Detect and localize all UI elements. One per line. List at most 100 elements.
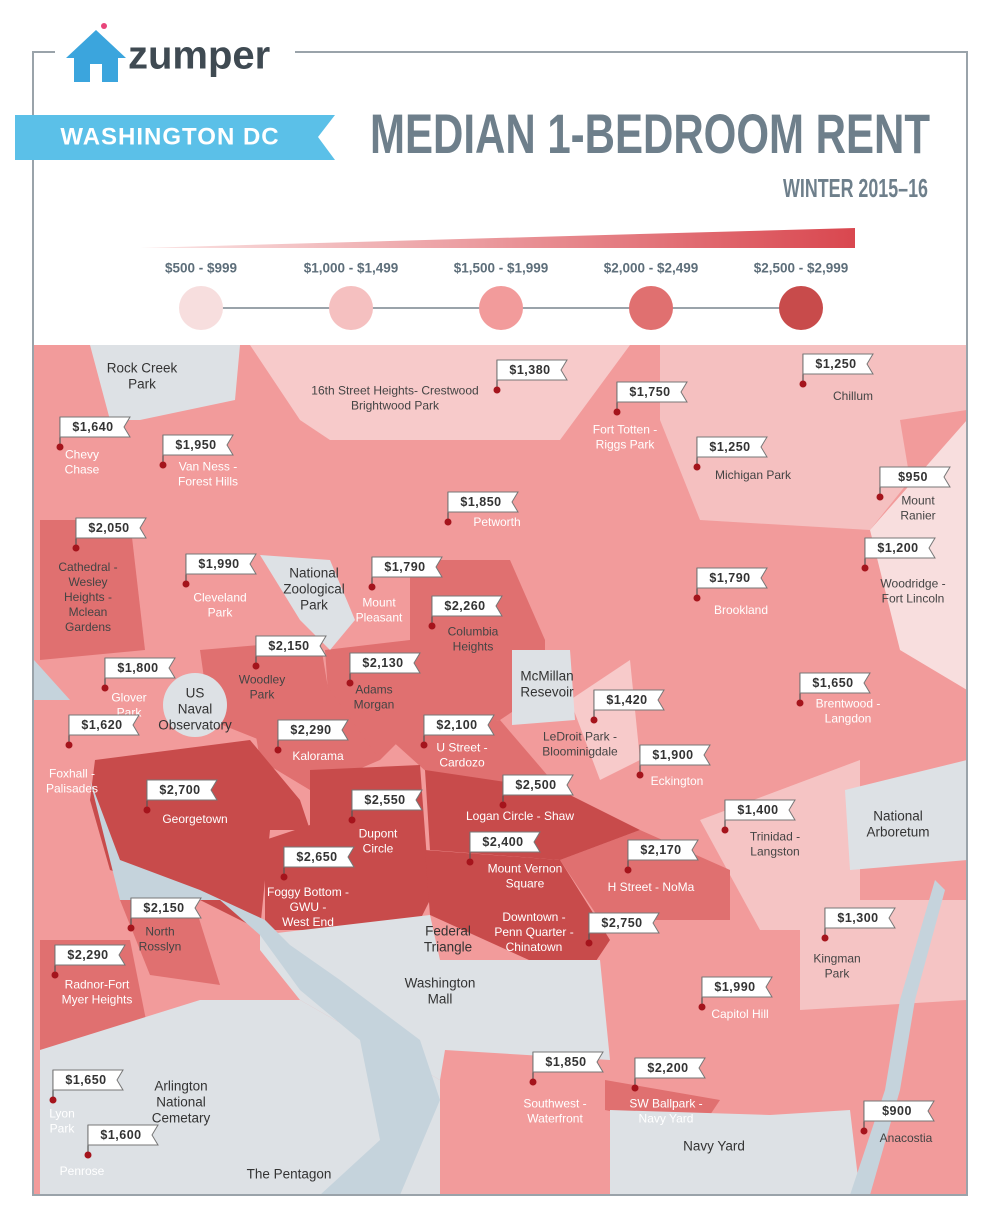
rent-label: $900 — [882, 1104, 912, 1118]
rent-label: $2,150 — [268, 639, 309, 653]
pin — [721, 826, 729, 834]
landmark-name: National — [873, 809, 923, 824]
rent-label: $1,620 — [81, 718, 122, 732]
neighborhood-name: Wesley — [68, 575, 107, 589]
flag — [423, 714, 495, 736]
neighborhood-name: Morgan — [354, 698, 395, 712]
flag — [277, 719, 349, 741]
flag — [87, 1124, 159, 1146]
flag — [162, 434, 234, 456]
landmark-name: Resevoir — [520, 685, 574, 700]
neighborhood-name: Glover — [111, 691, 146, 705]
rent-label: $2,100 — [436, 718, 477, 732]
neighborhood-name: GWU - — [290, 900, 327, 914]
pin — [51, 971, 59, 979]
flag — [502, 774, 574, 796]
rent-label: $2,650 — [296, 850, 337, 864]
neighborhood-name: Dupont — [359, 827, 398, 841]
flag — [130, 897, 202, 919]
landmark-name: Arlington — [154, 1079, 207, 1094]
flag — [863, 1100, 935, 1122]
neighborhood-name: Circle — [363, 842, 394, 856]
neighborhood-name: Kalorama — [292, 749, 344, 763]
landmark-name: Triangle — [424, 940, 472, 955]
landmark-name: Zoological — [283, 582, 345, 597]
neighborhood-name: Fort Lincoln — [882, 592, 945, 606]
neighborhood-name: Chevy — [65, 448, 99, 462]
legend-label: $1,000 - $1,499 — [304, 261, 399, 276]
map — [34, 345, 966, 1194]
neighborhood-name: Waterfront — [527, 1112, 583, 1126]
flag — [532, 1051, 604, 1073]
neighborhood-name: Capitol Hill — [711, 1007, 768, 1021]
neighborhood-name: Downtown - — [502, 910, 565, 924]
landmark-name: Park — [300, 598, 328, 613]
neighborhood-name: Heights - — [64, 590, 112, 604]
neighborhood-name: Bloominigdale — [542, 745, 618, 759]
neighborhood-name: Forest Hills — [178, 475, 238, 489]
flag — [283, 846, 355, 868]
neighborhood-name: Georgetown — [162, 812, 227, 826]
frame — [32, 51, 968, 1196]
neighborhood-name: Chinatown — [506, 940, 563, 954]
pin — [499, 801, 507, 809]
flag — [75, 517, 147, 539]
pin — [624, 866, 632, 874]
neighborhood-name: Trinidad - — [750, 830, 800, 844]
pin — [56, 443, 64, 451]
pin — [876, 493, 884, 501]
legend-swatch — [329, 286, 373, 330]
rent-label: $1,650 — [65, 1073, 106, 1087]
flag — [616, 381, 688, 403]
landmark-name: Mall — [428, 992, 453, 1007]
neighborhood-name: Southwest - — [523, 1097, 586, 1111]
neighborhood-name: Columbia — [448, 625, 499, 639]
rent-label: $2,750 — [601, 916, 642, 930]
pin — [428, 622, 436, 630]
flag — [447, 491, 519, 513]
legend-swatch — [179, 286, 223, 330]
pin — [636, 771, 644, 779]
flag — [146, 779, 218, 801]
pin — [799, 380, 807, 388]
flag — [696, 567, 768, 589]
neighborhood-name: Park — [208, 606, 234, 620]
flag — [799, 672, 871, 694]
neighborhood-name: Anacostia — [880, 1131, 933, 1145]
pin — [182, 580, 190, 588]
flag — [349, 652, 421, 674]
neighborhood-name: Logan Circle - Shaw — [466, 809, 574, 823]
rent-label: $2,050 — [88, 521, 129, 535]
rent-label: $1,250 — [815, 357, 856, 371]
pin — [698, 1003, 706, 1011]
rent-label: $2,400 — [482, 835, 523, 849]
neighborhood-name: Radnor-Fort — [65, 978, 130, 992]
landmark-name: Arboretum — [866, 825, 929, 840]
rent-label: $1,990 — [198, 557, 239, 571]
pin — [127, 924, 135, 932]
landmark-name: Park — [128, 377, 156, 392]
neighborhood-name: Lyon — [49, 1107, 75, 1121]
logo-icon — [66, 23, 126, 82]
flag — [639, 744, 711, 766]
rent-label: $1,850 — [545, 1055, 586, 1069]
rent-label: $2,260 — [444, 599, 485, 613]
pin — [274, 746, 282, 754]
neighborhood-name: Park — [250, 688, 276, 702]
neighborhood-name: Heights — [453, 640, 494, 654]
pin — [585, 939, 593, 947]
rent-label: $1,850 — [460, 495, 501, 509]
rent-label: $1,200 — [877, 541, 918, 555]
pin — [49, 1096, 57, 1104]
rent-label: $2,290 — [290, 723, 331, 737]
rent-label: $1,420 — [606, 693, 647, 707]
neighborhood-name: Square — [506, 877, 545, 891]
rent-label: $1,800 — [117, 661, 158, 675]
rent-label: $1,790 — [384, 560, 425, 574]
neighborhood-name: Mount Vernon — [488, 862, 563, 876]
pin — [420, 741, 428, 749]
neighborhood-name: LeDroit Park - — [543, 730, 617, 744]
neighborhood-name: Woodley — [239, 673, 285, 687]
neighborhood-name: Rosslyn — [139, 940, 182, 954]
